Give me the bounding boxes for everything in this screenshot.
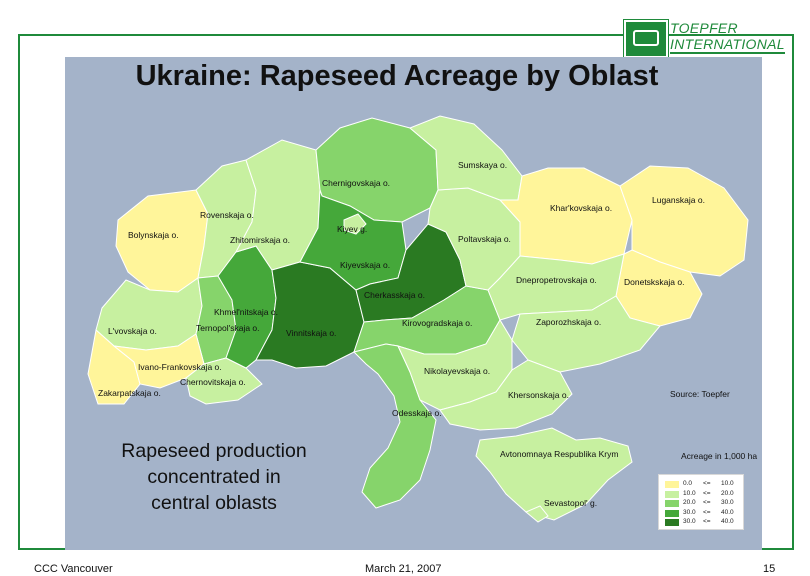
oblast-label: Odesskaja o. [392, 408, 442, 418]
oblast-label: Poltavskaja o. [458, 234, 511, 244]
oblast-label: Sevastopol' g. [544, 498, 597, 508]
legend-hi: 40.0 [721, 508, 734, 516]
legend-row: 30.0 <= 40.0 [665, 518, 743, 528]
page-title: Ukraine: Rapeseed Acreage by Oblast [135, 60, 659, 92]
oblast-label: Dnepropetrovskaja o. [516, 275, 597, 285]
logo-line-2: INTERNATIONAL [670, 36, 785, 54]
footer-date: March 21, 2007 [365, 563, 442, 575]
oblast-luganskaja [619, 165, 749, 277]
oblast-label: Sumskaya o. [458, 160, 507, 170]
legend-rel: <= [703, 508, 711, 516]
oblast-label: Rovenskaja o. [200, 210, 254, 220]
caption-line-3: central oblasts [151, 492, 277, 514]
caption-line-1: Rapeseed production [121, 440, 307, 462]
legend-hi: 40.0 [721, 518, 734, 525]
footer-left: CCC Vancouver [34, 563, 113, 575]
oblast-label: Donetskskaja o. [624, 277, 684, 287]
oblast-label: Khar'kovskaja o. [550, 203, 612, 213]
legend-lo: 0.0 [683, 480, 693, 487]
logo-line-1: TOEPFER [670, 20, 738, 36]
legend-swatch [665, 481, 679, 488]
oblast-kiyev-city [343, 213, 367, 235]
legend-swatch [665, 500, 679, 507]
legend-row: 30.0 <= 40.0 [665, 509, 743, 519]
oblast-label: Vinnitskaja o. [286, 328, 336, 338]
oblast-label: Bolynskaja o. [128, 230, 179, 240]
oblast-label: Ternopol'skaja o. [196, 323, 260, 333]
legend-lo: 30.0 [683, 508, 696, 516]
oblast-chernovitskaja [185, 357, 263, 405]
oblast-label: Khersonskaja o. [508, 390, 569, 400]
legend-rel: <= [703, 489, 711, 497]
legend: 0.0 <= 10.0 10.0 <= 20.0 20.0 <= 30.0 30… [658, 474, 744, 530]
oblast-label: Chernigovskaja o. [322, 178, 390, 188]
oblast-label: Zakarpatskaja o. [98, 388, 161, 398]
oblast-label: Kiyev g. [337, 224, 367, 234]
oblast-dnepropetrovskaja [487, 253, 625, 321]
oblast-label: Zhitomirskaja o. [230, 235, 290, 245]
map-labels: Sumskaya o. Chernigovskaja o. Rovenskaja o… [98, 160, 705, 508]
oblast-label: Luganskaja o. [652, 195, 705, 205]
legend-swatch [665, 490, 679, 498]
legend-row: 0.0 <= 10.0 [665, 480, 743, 490]
legend-lo: 20.0 [683, 499, 696, 506]
oblast-label: L'vovskaja o. [108, 326, 157, 336]
legend-row: 20.0 <= 30.0 [665, 499, 743, 509]
oblast-label: Zaporozhskaja o. [536, 317, 601, 327]
oblast-label: Chernovitskaja o. [180, 377, 246, 387]
oblast-label: Ivano-Frankovskaja o. [138, 362, 222, 372]
oblast-bolynskaja [115, 189, 209, 293]
oblast-krym [475, 427, 633, 521]
oblast-sevastopol [525, 505, 549, 523]
source-note: Source: Toepfer [670, 389, 730, 399]
legend-title: Acreage in 1,000 ha [681, 451, 758, 461]
oblast-label: Cherkasskaja o. [364, 290, 425, 300]
legend-swatch [665, 509, 679, 517]
oblast-khersonskaja [439, 359, 573, 431]
legend-swatch [665, 519, 679, 526]
footer-page-number: 15 [763, 563, 776, 575]
oblast-zaporozhskaja [511, 295, 661, 373]
legend-hi: 10.0 [721, 480, 734, 487]
oblast-label: Kirovogradskaja o. [402, 318, 472, 328]
oblast-label: Kiyevskaja o. [340, 260, 390, 270]
legend-rel: <= [703, 518, 711, 525]
legend-lo: 10.0 [683, 489, 696, 497]
legend-hi: 20.0 [721, 489, 734, 497]
map-caption: Rapeseed production concentrated in cent… [66, 438, 362, 516]
oblast-label: Nikolayevskaja o. [424, 366, 490, 376]
legend-rel: <= [703, 480, 711, 487]
legend-rel: <= [703, 499, 711, 506]
legend-hi: 30.0 [721, 499, 734, 506]
oblast-label: Avtonomnaya Respublika Krym [500, 449, 618, 459]
oblast-label: Khmel'nitskaja o. [214, 307, 278, 317]
caption-line-2: concentrated in [147, 466, 281, 488]
legend-lo: 30.0 [683, 518, 696, 525]
legend-row: 10.0 <= 20.0 [665, 490, 743, 500]
